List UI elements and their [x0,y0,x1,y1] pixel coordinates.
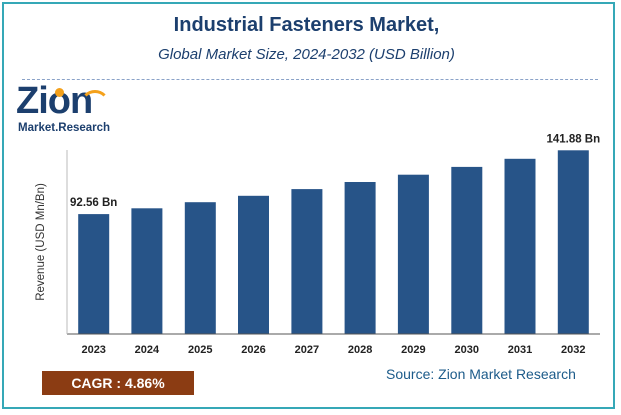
bar-2025 [184,202,216,334]
x-tick-label-2025: 2025 [188,344,212,356]
bars-layer [78,150,589,334]
bar-2023 [78,214,110,334]
bar-2031 [504,158,536,334]
bar-2026 [238,195,269,334]
y-axis-label: Revenue (USD Mn/Bn) [35,183,47,301]
logo-arc-icon [80,90,110,120]
x-tick-label-2029: 2029 [401,344,425,356]
x-tick-label-2031: 2031 [508,344,532,356]
bar-2029 [397,174,429,334]
bar-2028 [344,182,376,334]
source-text: Source: Zion Market Research [386,366,576,382]
x-tick-label-2026: 2026 [241,344,265,356]
bar-2027 [291,189,323,334]
x-tick-label-2028: 2028 [348,344,372,356]
bar-2024 [131,208,163,334]
bar-2030 [451,166,483,334]
x-tick-label-2027: 2027 [295,344,319,356]
labels-layer: 2023 2024 2025 2026 2027 2028 2029 2030 2031 2032… [70,133,600,356]
zion-logo: Zion Market.Research [14,80,124,142]
cagr-badge: CAGR : 4.86% [42,371,194,395]
data-label-2023: 92.56 Bn [70,197,117,209]
x-tick-label-2024: 2024 [135,344,160,356]
x-tick-label-2030: 2030 [455,344,479,356]
chart-title: Industrial Fasteners Market, [173,14,440,36]
x-tick-label-2023: 2023 [81,344,105,356]
bar-2032 [557,150,589,334]
x-tick-label-2032: 2032 [561,344,585,356]
data-label-2032: 141.88 Bn [546,133,600,145]
title-divider [22,79,598,80]
logo-subtitle: Market.Research [18,122,111,134]
logo-dot-icon [55,88,64,97]
chart-subtitle: Global Market Size, 2024-2032 (USD Billi… [158,46,455,63]
